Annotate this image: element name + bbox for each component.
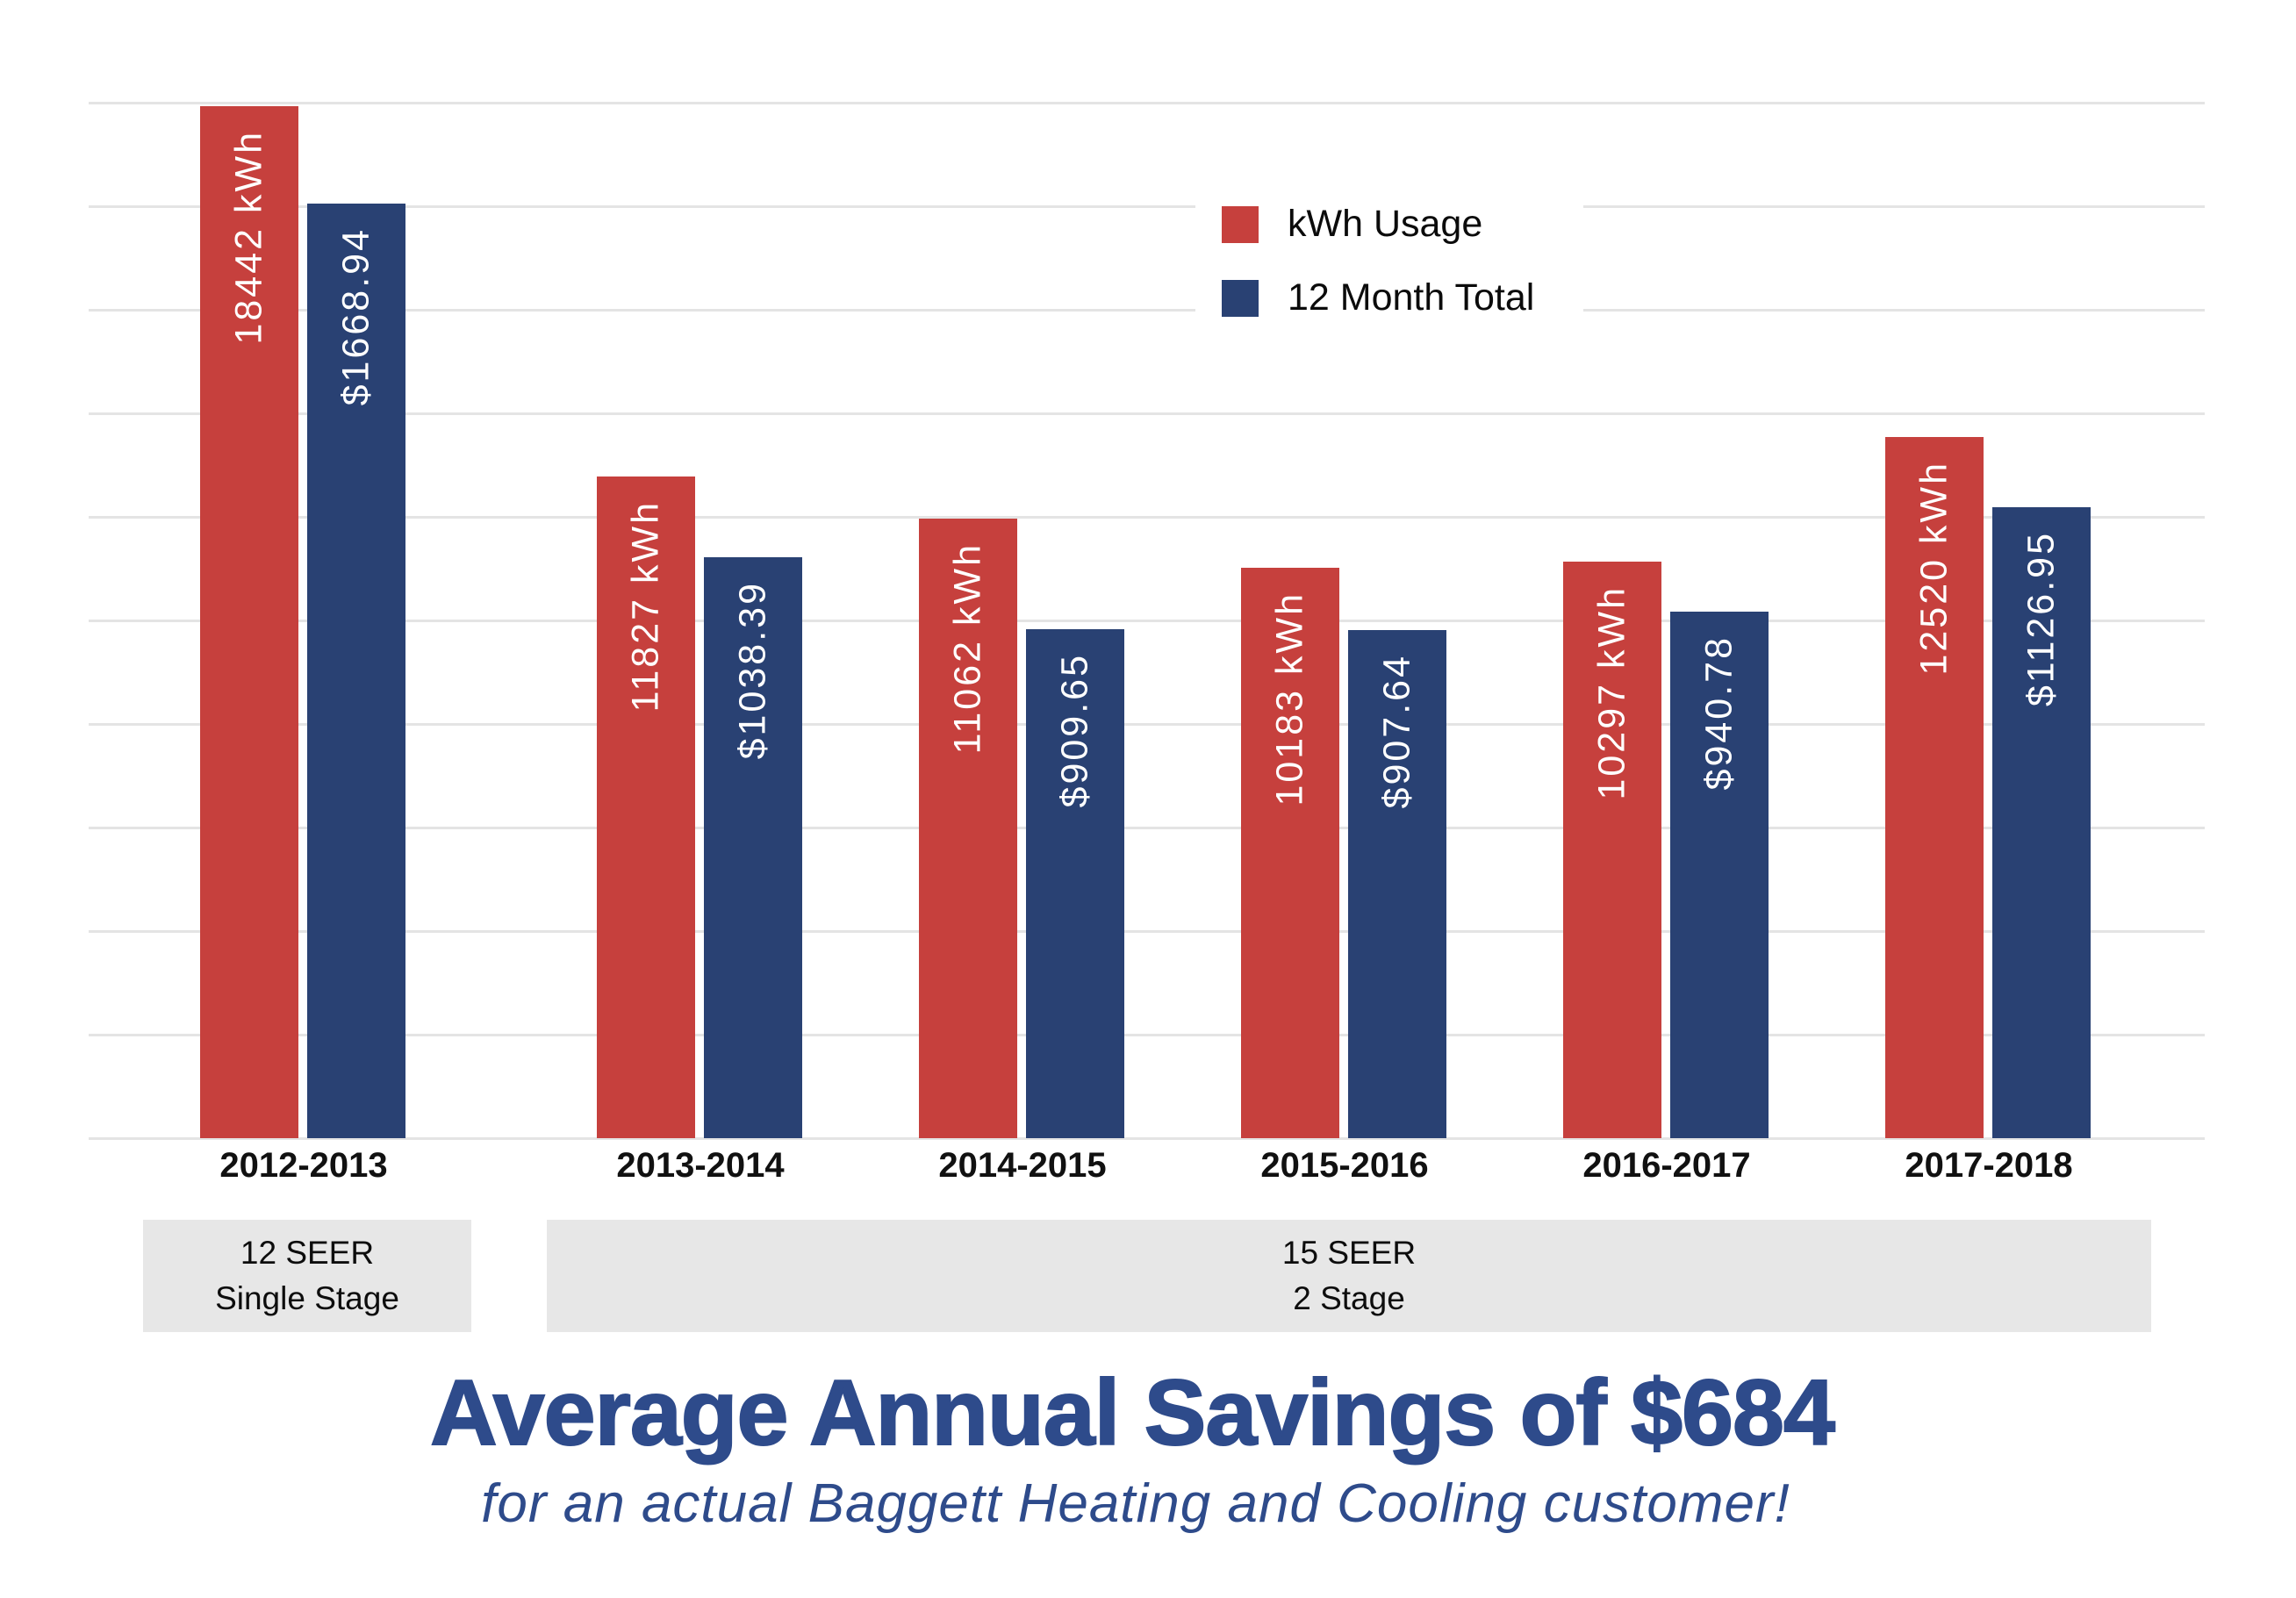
legend-label: 12 Month Total [1288,276,1535,319]
bar-group-2014-2015: 11062 kWh $909.65 [919,519,1124,1138]
gridline [89,619,2205,622]
seer-block-12-seer: 12 SEER Single Stage [143,1220,471,1332]
bar-group-2012-2013: 18442 kWh $1668.94 [200,106,405,1138]
x-axis-label: 2013-2014 [616,1146,785,1185]
savings-headline: Average Annual Savings of $684 [429,1360,1836,1465]
bar-kwh-2016-2017: 10297 kWh [1563,562,1661,1138]
seer-block-15-seer: 15 SEER 2 Stage [547,1220,2151,1332]
seer-line: 12 SEER [240,1235,375,1271]
bar-value-label: 10183 kWh [1268,591,1311,806]
gridline [89,101,2205,104]
gridline [89,1033,2205,1036]
bar-group-2015-2016: 10183 kWh $907.64 [1241,568,1446,1138]
bar-group-2017-2018: 12520 kWh $1126.95 [1885,437,2091,1138]
bar-value-label: 12520 kWh [1912,461,1955,676]
legend-label: kWh Usage [1288,203,1483,245]
bar-kwh-2017-2018: 12520 kWh [1885,437,1984,1138]
gridline [89,929,2205,933]
chart-legend: kWh Usage 12 Month Total [1195,180,1583,331]
seer-line: 15 SEER [1281,1235,1417,1271]
seer-line: 2 Stage [1293,1280,1405,1316]
gridline [89,412,2205,415]
savings-subtitle: for an actual Baggett Heating and Coolin… [481,1473,1790,1534]
x-axis-label: 2012-2013 [219,1146,388,1185]
bar-kwh-2012-2013: 18442 kWh [200,106,298,1138]
bar-value-label: $1668.94 [334,227,377,406]
bar-group-2013-2014: 11827 kWh $1038.39 [597,477,802,1138]
bar-value-label: 11827 kWh [624,500,667,713]
bar-dollars-2014-2015: $909.65 [1026,629,1124,1138]
gridline [89,515,2205,519]
seer-line: Single Stage [215,1280,399,1316]
bar-dollars-2012-2013: $1668.94 [307,204,405,1138]
x-axis-label: 2017-2018 [1905,1146,2073,1185]
bar-dollars-2013-2014: $1038.39 [704,557,802,1138]
legend-item-kwh-usage: kWh Usage [1222,203,1482,246]
chart-plot-area [89,101,2205,1140]
bar-value-label: $1126.95 [2020,531,2063,707]
bar-value-label: $907.64 [1375,654,1418,809]
legend-swatch-blue [1222,279,1259,317]
bar-dollars-2015-2016: $907.64 [1348,630,1446,1138]
x-axis-label: 2014-2015 [938,1146,1107,1185]
bar-kwh-2013-2014: 11827 kWh [597,477,695,1138]
gridline [89,1136,2205,1140]
bar-value-label: 18442 kWh [227,130,270,345]
bar-value-label: 10297 kWh [1590,585,1633,800]
bar-kwh-2014-2015: 11062 kWh [919,519,1017,1138]
x-axis-label: 2016-2017 [1582,1146,1751,1185]
bar-kwh-2015-2016: 10183 kWh [1241,568,1339,1138]
gridline [89,204,2205,208]
bar-value-label: 11062 kWh [946,542,989,755]
gridline [89,722,2205,726]
x-axis-label: 2015-2016 [1260,1146,1429,1185]
legend-item-12-month-total: 12 Month Total [1222,276,1534,319]
bar-dollars-2017-2018: $1126.95 [1992,507,2091,1138]
bar-value-label: $1038.39 [731,581,774,760]
bar-value-label: $909.65 [1053,653,1096,808]
legend-swatch-red [1222,205,1259,243]
bar-dollars-2016-2017: $940.78 [1670,612,1769,1138]
bar-value-label: $940.78 [1697,635,1740,791]
bar-group-2016-2017: 10297 kWh $940.78 [1563,562,1769,1138]
gridline [89,308,2205,312]
gridline [89,826,2205,829]
